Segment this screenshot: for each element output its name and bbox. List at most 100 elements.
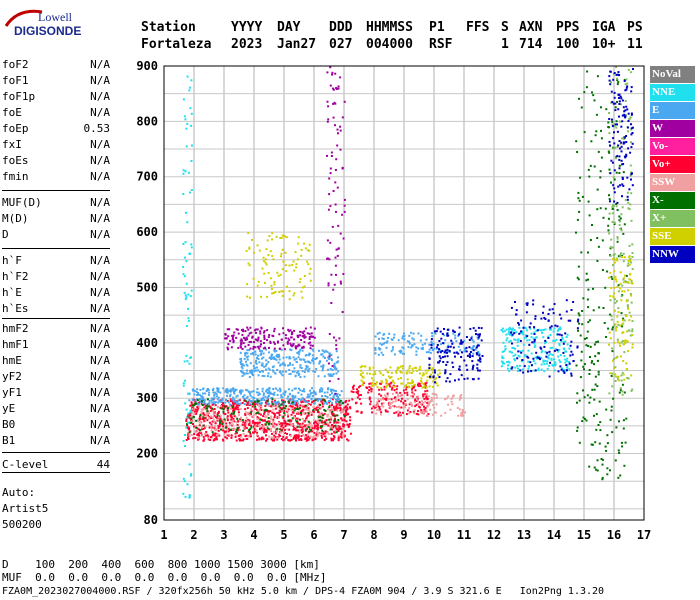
echo-point (391, 379, 394, 382)
echo-point (266, 398, 269, 400)
echo-point (203, 438, 206, 441)
echo-point (235, 416, 238, 419)
echo-point (245, 249, 248, 252)
param-value: N/A (90, 154, 110, 167)
echo-point (273, 439, 276, 442)
echo-point (614, 157, 617, 160)
echo-point (242, 395, 244, 398)
echo-point (559, 326, 562, 329)
echo-point (613, 358, 615, 360)
echo-point (340, 436, 343, 439)
echo-point (317, 398, 320, 401)
echo-point (283, 438, 286, 441)
echo-point (306, 403, 309, 406)
echo-point (354, 402, 357, 405)
echo-point (618, 420, 620, 423)
echo-point (396, 368, 399, 371)
echo-point (613, 324, 616, 327)
echo-point (262, 347, 265, 350)
echo-point (501, 327, 504, 330)
echo-point (246, 372, 249, 375)
echo-point (426, 375, 429, 378)
param-name: foF2 (2, 58, 29, 71)
echo-point (556, 325, 559, 328)
echo-point (311, 430, 314, 433)
echo-point (428, 385, 431, 388)
echo-point (262, 352, 265, 355)
echo-point (422, 372, 425, 375)
echo-point (501, 365, 503, 368)
echo-point (249, 371, 252, 374)
echo-point (401, 337, 404, 340)
echo-point (444, 355, 446, 358)
echo-point (404, 406, 407, 409)
echo-point (431, 371, 434, 374)
echo-point (384, 397, 386, 400)
echo-point (321, 414, 324, 417)
echo-point (198, 405, 201, 408)
echo-point (320, 387, 323, 390)
echo-point (294, 437, 297, 440)
echo-point (630, 301, 633, 304)
echo-point (578, 97, 580, 100)
echo-point (626, 299, 629, 302)
echo-point (399, 351, 402, 354)
echo-point (625, 86, 628, 89)
echo-point (616, 73, 619, 76)
echo-point (290, 423, 293, 426)
echo-point (293, 387, 296, 390)
echo-point (222, 405, 224, 408)
echo-point (359, 366, 362, 369)
echo-point (230, 434, 233, 437)
echo-point (412, 332, 415, 335)
echo-point (250, 408, 253, 411)
echo-point (585, 279, 588, 282)
echo-point (212, 387, 215, 390)
distance-row: D 100 200 400 600 800 1000 1500 3000 [km… (2, 558, 320, 571)
echo-point (521, 359, 524, 361)
echo-point (337, 247, 340, 250)
echo-point (406, 378, 409, 381)
echo-point (322, 349, 325, 352)
echo-point (508, 370, 511, 372)
echo-point (286, 340, 289, 343)
echo-point (274, 372, 277, 375)
echo-point (291, 345, 294, 348)
echo-point (330, 358, 333, 360)
echo-point (386, 384, 389, 387)
echo-point (631, 343, 634, 346)
echo-point (544, 318, 547, 320)
echo-point (292, 425, 295, 427)
legend-item: E (650, 102, 695, 119)
header-value-axn: 714 (519, 37, 543, 52)
echo-point (247, 435, 250, 438)
echo-point (277, 274, 280, 277)
echo-point (612, 147, 615, 150)
echo-point (623, 351, 626, 354)
echo-point (265, 439, 268, 442)
echo-point (588, 175, 591, 178)
echo-point (610, 405, 613, 408)
echo-point (508, 326, 511, 329)
echo-point (306, 438, 309, 441)
echo-point (595, 113, 598, 116)
x-tick-label: 8 (370, 528, 377, 542)
echo-point (226, 409, 229, 412)
autoscaler-version: 500200 (2, 518, 42, 531)
echo-point (316, 430, 318, 433)
echo-point (621, 284, 624, 287)
echo-point (422, 401, 425, 404)
echo-point (612, 359, 614, 362)
echo-point (406, 409, 409, 412)
echo-point (622, 281, 625, 284)
echo-point (502, 357, 505, 360)
echo-point (257, 347, 260, 350)
echo-point (608, 232, 611, 235)
echo-point (468, 346, 471, 349)
echo-point (552, 339, 555, 342)
param-row: fmin N/A (2, 170, 110, 186)
echo-point (350, 390, 353, 393)
echo-point (324, 349, 327, 352)
echo-point (461, 414, 464, 417)
echo-point (329, 172, 332, 175)
